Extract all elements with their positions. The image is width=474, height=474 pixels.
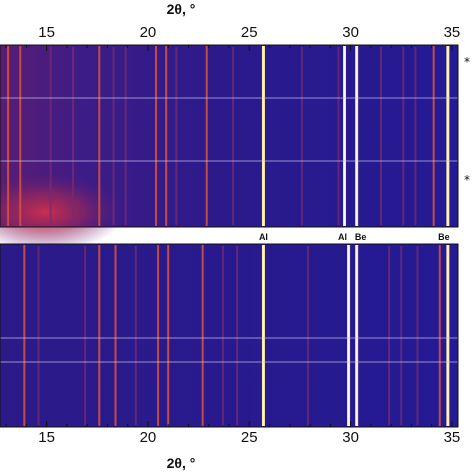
bottom-tick-label: 35 <box>444 429 461 446</box>
reference-line-label: Be <box>438 232 450 242</box>
reference-line-labels: Al Al Be Be <box>259 232 450 242</box>
reference-line-label: Al <box>259 232 268 242</box>
bottom-panel-background <box>0 244 458 427</box>
bottom-axis-title: 2θ, ° <box>167 455 196 471</box>
bottom-panel: 15 20 25 30 35 <box>0 243 461 446</box>
top-axis-ticks: 15 20 25 30 35 <box>5 24 461 51</box>
top-panel: 15 20 25 30 35 <box>0 24 460 252</box>
top-tick-label: 20 <box>140 24 157 41</box>
bottom-panel-lines <box>23 245 450 426</box>
top-tick-label: 15 <box>38 24 55 41</box>
star-marker-2: * <box>464 173 470 187</box>
top-panel-lines <box>7 46 450 226</box>
top-axis-title: 2θ, ° <box>167 1 196 17</box>
bottom-tick-label: 25 <box>241 429 258 446</box>
bottom-tick-label: 20 <box>140 429 157 446</box>
top-tick-label: 35 <box>444 24 461 41</box>
top-tick-label: 25 <box>241 24 258 41</box>
bottom-tick-label: 30 <box>342 429 359 446</box>
reference-line-label: Be <box>355 232 367 242</box>
top-panel-hot-region <box>0 172 125 252</box>
bottom-tick-label: 15 <box>38 429 55 446</box>
star-marker-1: * <box>464 55 470 69</box>
reference-line-label: Al <box>338 232 347 242</box>
top-tick-label: 30 <box>342 24 359 41</box>
bottom-axis-ticks: 15 20 25 30 35 <box>5 421 461 446</box>
